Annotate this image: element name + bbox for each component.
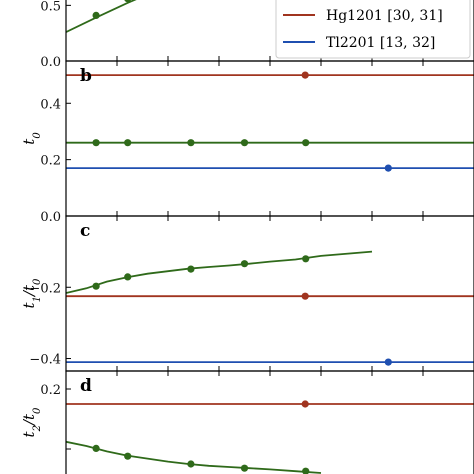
data-point-tl2201-c-0 (384, 358, 392, 366)
axes-frame-c (65, 215, 474, 372)
axes-frame-b (65, 60, 474, 217)
panel-label-c: c (80, 221, 90, 241)
data-point-la-b-3 (240, 139, 249, 147)
legend: Hg1201 [30, 31] Tl2201 [13, 32] (275, 0, 471, 59)
data-point-la-b-2 (187, 139, 195, 147)
y-tick-label-a-1: 0.5 (40, 0, 61, 14)
legend-label-hg1201: Hg1201 [30, 31] (326, 8, 443, 24)
data-point-la-b-4 (302, 139, 310, 147)
y-axis-label-b: t0 (20, 132, 43, 145)
data-point-la-d-0 (92, 444, 100, 452)
plot-area-a (66, 0, 137, 33)
y-tick-label-c-1: −0.4 (29, 353, 61, 368)
series-line-la-a (66, 0, 137, 33)
y-tick-label-b-1: 0.2 (40, 154, 61, 169)
panel-label-d: d (80, 376, 92, 396)
data-point-hg1201-b-0 (301, 71, 309, 79)
y-axis-label-d: t2/t0 (20, 407, 43, 438)
panel-label-b: b (80, 66, 92, 86)
data-point-la-b-1 (124, 139, 132, 147)
y-tick-label-a-0: 0.0 (40, 55, 61, 70)
y-axis-label-c: t1/t0 (20, 278, 43, 309)
plot-area-d (66, 400, 474, 474)
data-point-la-a-1 (124, 0, 132, 3)
data-point-la-d-2 (187, 460, 195, 468)
data-point-la-a-0 (92, 11, 100, 19)
series-line-la-c (66, 250, 373, 294)
y-tick-label-b-2: 0.4 (40, 97, 61, 112)
panels: 0.0 0.5 0.0 0.2 0.4 b t0 −0.2 −0.4 c t1/t0 0.2 d t2/t… (20, 0, 474, 474)
data-point-la-c-1 (124, 273, 132, 281)
data-point-la-c-0 (92, 282, 100, 290)
panel-b: 0.0 0.2 0.4 b t0 (20, 60, 474, 225)
plot-area-b (66, 71, 474, 172)
data-point-la-d-3 (240, 464, 249, 472)
data-point-la-d-1 (124, 452, 132, 460)
panel-d: 0.2 d t2/t0 (20, 370, 474, 474)
data-point-la-c-3 (240, 260, 249, 268)
y-tick-label-b-0: 0.0 (40, 210, 61, 225)
y-tick-label-c-0: −0.2 (29, 281, 61, 296)
data-point-la-c-2 (187, 265, 195, 273)
plot-area-c (66, 250, 474, 366)
series-line-la-d (66, 440, 322, 474)
y-tick-label-d-0: 0.2 (40, 383, 61, 398)
data-point-la-c-4 (302, 255, 310, 263)
data-point-hg1201-c-0 (301, 292, 309, 300)
data-point-tl2201-b-0 (384, 164, 392, 172)
panel-c: −0.2 −0.4 c t1/t0 (20, 215, 474, 372)
data-point-la-d-4 (302, 467, 310, 474)
data-point-hg1201-d-0 (301, 400, 309, 408)
data-point-la-b-0 (92, 139, 100, 147)
legend-box (275, 0, 471, 59)
legend-label-tl2201: Tl2201 [13, 32] (326, 35, 435, 51)
